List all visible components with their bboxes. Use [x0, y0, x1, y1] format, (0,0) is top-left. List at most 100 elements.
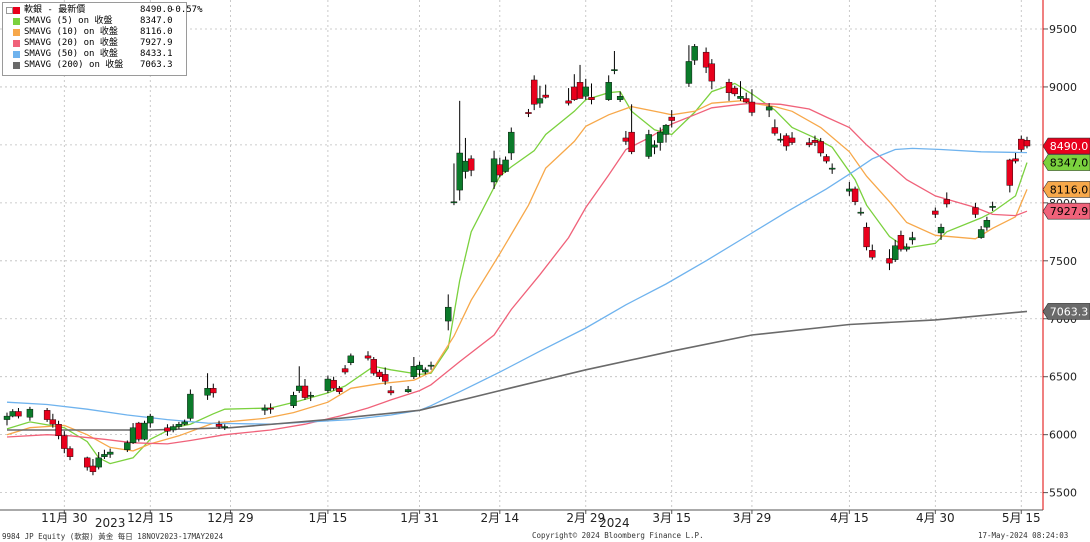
footer-timestamp: 17-May-2024 08:24:03: [978, 531, 1069, 540]
x-axis: 11月 30 12月 15 12月 29 1月 15 1月 31 2月 14 2月 29 3月…: [0, 509, 1043, 530]
footer-copyright: Copyright© 2024 Bloomberg Finance L.P.: [532, 531, 704, 540]
candle-body: [983, 220, 991, 228]
candle-body: [210, 388, 217, 394]
candle-body: [330, 379, 337, 389]
legend-item-sma5: SMAVG (5) on 收盤 8347.0: [6, 16, 186, 27]
price-tag-label: 8490.0: [1050, 140, 1089, 153]
candle-body: [89, 465, 97, 472]
candle-body: [886, 258, 893, 264]
candle-body: [376, 371, 383, 377]
candle-body: [863, 226, 870, 248]
candle-body: [536, 98, 544, 104]
candle-body: [788, 137, 796, 143]
candle-body: [364, 355, 372, 359]
legend-swatch: [13, 51, 20, 58]
candle-body: [129, 427, 137, 443]
candle-body: [937, 226, 945, 234]
candle-body: [783, 135, 790, 147]
candle-body: [1018, 138, 1025, 150]
legend-swatch: [13, 7, 20, 14]
candle-body: [187, 393, 194, 419]
legend-toggle-icon[interactable]: [6, 7, 13, 14]
price-tag: [1042, 303, 1090, 320]
candle-body: [147, 415, 154, 424]
candle-body: [347, 355, 355, 363]
candle-body: [95, 457, 102, 468]
candle-body: [450, 201, 458, 204]
candle-body: [771, 127, 779, 134]
candle-body: [267, 407, 274, 410]
candle-body: [611, 69, 618, 71]
legend-label: SMAVG (50) on 收盤: [24, 49, 118, 59]
legend-value: 8347.0: [140, 16, 173, 26]
candle-body: [456, 152, 463, 191]
candle-body: [777, 138, 784, 141]
x-tick-label: 3月 29: [733, 511, 772, 525]
legend-value: 8116.0: [140, 27, 173, 37]
legend-value: 8490.0: [140, 5, 173, 15]
candle-body: [55, 424, 62, 437]
x-tick-label: 12月 29: [207, 511, 253, 525]
candle-body: [181, 421, 188, 425]
candle-body: [66, 448, 74, 457]
candle-body: [124, 442, 131, 450]
candle-body: [651, 144, 658, 148]
candle-body: [605, 82, 612, 100]
candle-body: [811, 140, 819, 143]
candle-body: [828, 167, 836, 170]
candle-body: [410, 366, 418, 377]
x-tick-label: 4月 15: [830, 511, 869, 525]
legend-swatch: [13, 40, 20, 47]
series-line: [7, 310, 1028, 431]
moving-average-lines: [6, 82, 1028, 465]
candle-body: [382, 374, 389, 382]
candle-body: [1006, 159, 1014, 186]
footer-security-info: 9984 JP Equity (軟銀) 黃金 每日 18NOV2023-17MA…: [2, 532, 224, 541]
candle-body: [84, 457, 91, 468]
price-tags: 8490.0 8347.0 8116.0 7927.9 7063.3: [1042, 137, 1090, 320]
candle-body: [221, 426, 228, 428]
price-tag-label: 8116.0: [1050, 183, 1089, 196]
candle-body: [101, 454, 108, 457]
x-tick-label: 2月 29: [566, 511, 605, 525]
x-tick-label: 1月 15: [309, 511, 348, 525]
candle-body: [164, 427, 171, 432]
candle-body: [582, 86, 589, 97]
candle-body: [204, 388, 211, 396]
price-tag: [1042, 154, 1090, 171]
legend-label: SMAVG (20) on 收盤: [24, 38, 118, 48]
series-line: [6, 100, 1028, 452]
legend-swatch: [13, 62, 20, 69]
legend-item-sma20: SMAVG (20) on 收盤 7927.9: [6, 38, 186, 49]
candle-body: [490, 158, 498, 183]
candle-body: [370, 359, 377, 374]
candle-body: [1023, 140, 1031, 147]
candle-body: [427, 364, 435, 367]
legend-label: SMAVG (10) on 收盤: [24, 27, 118, 37]
series-line: [6, 102, 1028, 445]
y-tick-label: 6000: [1049, 429, 1077, 442]
y-tick-label: 7500: [1049, 255, 1077, 268]
legend-swatch: [13, 29, 20, 36]
candle-body: [422, 369, 429, 373]
candle-body: [817, 141, 824, 154]
candle-body: [645, 134, 652, 157]
candle-body: [496, 164, 504, 176]
candle-body: [892, 245, 899, 260]
y-tick-label: 9500: [1049, 23, 1077, 36]
price-tag: [1042, 181, 1090, 198]
candle-body: [141, 422, 148, 440]
candle-body: [897, 235, 905, 250]
candle-body: [324, 378, 332, 391]
candle-body: [731, 87, 738, 95]
legend-item-price: 軟銀 - 最新價 8490.0 -0.57%: [6, 5, 203, 16]
candle-body: [972, 207, 979, 215]
legend-swatch: [13, 18, 20, 25]
candle-body: [977, 229, 985, 238]
candle-body: [301, 385, 309, 398]
candle-body: [616, 96, 624, 100]
candle-body: [806, 142, 813, 146]
